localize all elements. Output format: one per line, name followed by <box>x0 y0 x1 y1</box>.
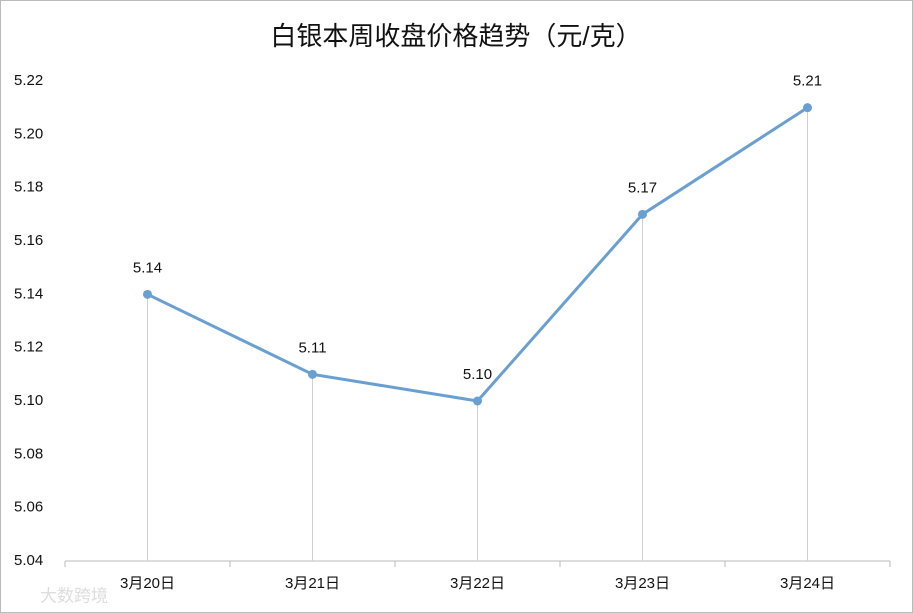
value-label: 5.10 <box>463 366 492 383</box>
watermark: 大数跨境 <box>40 586 108 605</box>
point <box>143 289 152 299</box>
x-tick-label: 3月20日 <box>120 575 175 592</box>
x-tick-label: 3月21日 <box>285 575 340 592</box>
point <box>638 209 647 219</box>
y-tick-label: 5.18 <box>14 179 43 196</box>
point <box>803 103 812 113</box>
y-tick-label: 5.06 <box>14 499 43 516</box>
point <box>308 369 317 379</box>
y-tick-label: 5.04 <box>14 552 43 569</box>
y-tick-label: 5.10 <box>14 392 43 409</box>
value-label: 5.17 <box>628 179 657 196</box>
value-label: 5.14 <box>133 259 162 276</box>
y-tick-label: 5.22 <box>14 72 43 89</box>
value-label: 5.21 <box>793 73 822 90</box>
y-tick-label: 5.08 <box>14 445 43 462</box>
x-tick-label: 3月22日 <box>450 575 505 592</box>
x-tick-label: 3月24日 <box>780 575 835 592</box>
y-tick-label: 5.16 <box>14 232 43 249</box>
value-label: 5.11 <box>298 339 326 356</box>
y-tick-label: 5.12 <box>14 339 43 356</box>
point <box>473 396 482 406</box>
x-tick-label: 3月23日 <box>615 575 670 592</box>
y-tick-label: 5.14 <box>14 285 43 302</box>
y-tick-label: 5.20 <box>14 125 43 142</box>
chart-title: 白银本周收盘价格趋势（元/克） <box>270 21 641 51</box>
